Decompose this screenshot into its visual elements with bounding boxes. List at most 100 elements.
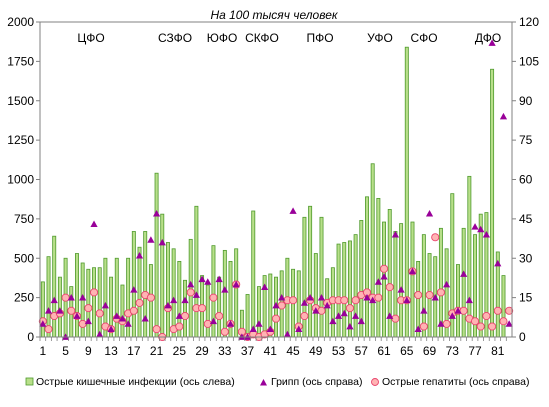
hepatitis-point [505, 306, 514, 315]
bar [188, 238, 193, 338]
x-tick-label: 57 [355, 344, 369, 358]
hepatitis-point [414, 290, 423, 300]
bar [353, 234, 358, 338]
y-right-tick-label: 90 [519, 94, 533, 108]
flu-point [357, 317, 365, 325]
hepatitis-point [152, 325, 161, 334]
flu-point [187, 280, 195, 288]
hepatitis-point [215, 311, 224, 321]
bar [251, 210, 256, 338]
x-tick-label: 41 [264, 344, 278, 358]
bar [410, 221, 415, 338]
flu-point [352, 312, 360, 319]
y-right-tick-label: 60 [519, 173, 533, 187]
flu-point [454, 307, 462, 314]
y-right-tick-label: 105 [519, 54, 539, 68]
flu-point [101, 301, 109, 309]
y-right-tick-label: 30 [519, 251, 533, 265]
bar [92, 267, 96, 338]
bar [46, 256, 51, 338]
flu-point [141, 315, 149, 322]
bar [114, 257, 119, 338]
legend-flu-swatch [260, 379, 267, 386]
y-right-tick-label: 15 [519, 291, 533, 305]
flu-point [73, 312, 81, 319]
hepatitis-point [89, 288, 99, 297]
y-left-tick-label: 0 [27, 330, 34, 344]
hepatitis-point [220, 327, 229, 336]
bar [137, 246, 142, 338]
hepatitis-point [95, 309, 104, 318]
flu-point [300, 299, 309, 306]
flu-point [175, 312, 183, 319]
flu-point [198, 275, 206, 283]
flu-point [346, 322, 354, 330]
bar [57, 276, 62, 338]
bar [336, 243, 341, 338]
hepatitis-point [470, 317, 480, 326]
flu-point [90, 220, 98, 227]
hepatitis-point [379, 264, 389, 273]
bar [171, 248, 176, 338]
flu-point [431, 294, 439, 301]
flu-point [215, 275, 223, 283]
hepatitis-point [419, 322, 428, 331]
hepatitis-point [425, 290, 434, 300]
flu-point [397, 286, 405, 293]
x-tick-label: 49 [309, 344, 323, 358]
hepatitis-markers [38, 233, 514, 342]
hepatitis-point [385, 283, 394, 292]
x-tick-label: 61 [377, 344, 391, 358]
flu-point [152, 210, 161, 217]
x-tick-label: 81 [491, 344, 505, 358]
flu-point [56, 307, 64, 314]
hepatitis-point [135, 298, 144, 307]
legend-hepatitis-label: Острые гепатиты (ось справа) [382, 376, 529, 388]
hepatitis-point [44, 325, 53, 334]
x-tick-label: 53 [332, 344, 346, 358]
x-tick-label: 5 [62, 344, 69, 358]
hepatitis-point [186, 288, 195, 297]
hepatitis-point [488, 322, 497, 331]
hepatitis-point [180, 311, 190, 321]
hepatitis-point [129, 306, 138, 315]
bar [308, 205, 313, 338]
hepatitis-point [482, 311, 491, 321]
x-tick-label: 21 [150, 344, 164, 358]
bar [234, 248, 239, 338]
hepatitis-point [271, 314, 281, 323]
flu-point [283, 330, 291, 338]
bar [40, 281, 45, 338]
flu-point [329, 317, 337, 325]
region-label: СКФО [245, 31, 279, 45]
y-left-tick-label: 500 [14, 251, 34, 265]
flu-point [170, 296, 178, 304]
region-label: ПФО [306, 31, 333, 45]
flu-point [84, 317, 92, 325]
flu-point [272, 301, 280, 309]
legend-bar-swatch [25, 377, 34, 386]
flu-point [306, 294, 314, 301]
flu-point [425, 210, 434, 217]
bar [183, 279, 187, 338]
legend-bar-label: Острые кишечные инфекции (ось слева) [36, 376, 235, 388]
flu-point [266, 325, 274, 332]
bar [75, 253, 79, 338]
flu-point [448, 312, 456, 319]
y-left-tick-label: 1500 [7, 94, 34, 108]
chart-title: На 100 тысяч человек [210, 8, 338, 22]
flu-point [181, 296, 189, 304]
hepatitis-point [317, 306, 326, 315]
legend-hepatitis-swatch [371, 378, 379, 386]
y-right-tick-label: 45 [519, 212, 533, 226]
hepatitis-point [345, 304, 354, 313]
hepatitis-point [209, 293, 218, 302]
flu-point [295, 325, 303, 332]
flu-point [113, 312, 121, 319]
x-tick-label: 29 [195, 344, 209, 358]
flu-point [118, 315, 127, 322]
flu-point [79, 294, 87, 301]
flu-point [437, 320, 445, 327]
bar [404, 46, 409, 338]
